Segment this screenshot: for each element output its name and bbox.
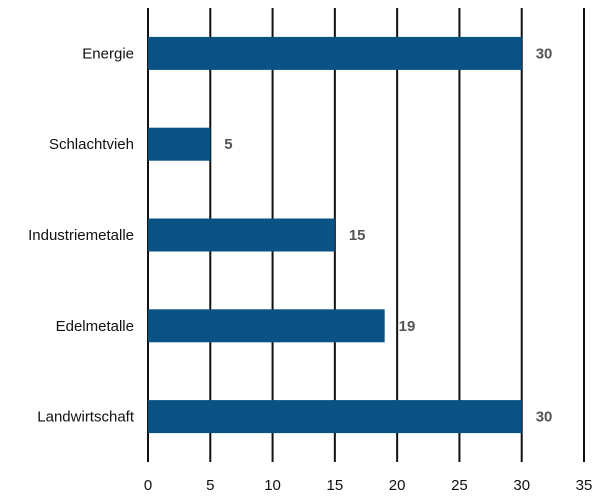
bar-industriemetalle [148, 218, 335, 252]
x-tick-label: 20 [389, 477, 406, 494]
category-label: Energie [82, 45, 134, 62]
data-label: 30 [536, 45, 553, 62]
bar-schlachtvieh [148, 127, 211, 161]
category-label: Schlachtvieh [49, 136, 134, 153]
category-label: Edelmetalle [56, 318, 134, 335]
x-tick-label: 30 [513, 477, 530, 494]
x-tick-label: 5 [206, 477, 214, 494]
data-label: 30 [536, 409, 553, 426]
category-label: Landwirtschaft [37, 409, 135, 426]
x-tick-label: 25 [451, 477, 468, 494]
bar-energie [148, 36, 522, 70]
x-tick-label: 15 [327, 477, 344, 494]
x-tick-label: 10 [264, 477, 281, 494]
data-label: 5 [224, 136, 232, 153]
bar-edelmetalle [148, 309, 385, 343]
x-tick-label: 0 [144, 477, 152, 494]
bar-landwirtschaft [148, 400, 522, 434]
data-label: 19 [399, 318, 416, 335]
category-label: Industriemetalle [28, 227, 134, 244]
data-label: 15 [349, 227, 366, 244]
x-tick-label: 35 [576, 477, 593, 494]
